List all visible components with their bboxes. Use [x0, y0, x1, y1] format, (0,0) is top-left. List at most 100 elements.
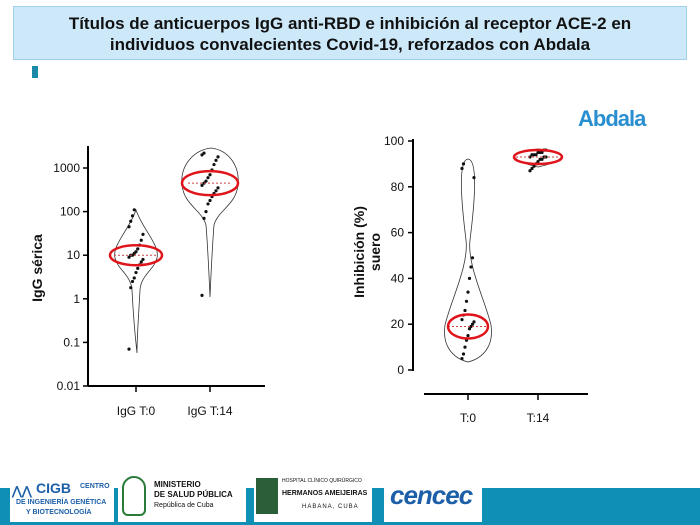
chart2-point [461, 162, 466, 166]
chart1-point [130, 214, 135, 218]
chart1-median-highlight [108, 243, 164, 267]
chart2-point [532, 164, 536, 168]
chart2-point [460, 356, 464, 361]
chart1-y-tick-label: 0.1 [63, 335, 80, 349]
chart1-point [132, 208, 136, 212]
minsap-line-2: DE SALUD PÚBLICA [154, 490, 233, 499]
chart2-point [463, 345, 467, 349]
chart1-point [130, 279, 135, 284]
chart2-point [530, 166, 534, 171]
chart2-point [464, 299, 469, 303]
chart2-y-tick-label: 0 [397, 363, 404, 377]
chart1-median-highlight [180, 169, 240, 197]
hospital-line-1: HOSPITAL CLÍNICO QUIRÚRGICO [282, 478, 362, 484]
hospital-logo: HOSPITAL CLÍNICO QUIRÚRGICO HERMANOS AME… [254, 474, 372, 522]
chart2-point [466, 290, 470, 294]
minsap-line-1: MINISTERIO [154, 480, 201, 489]
chart2-point [470, 256, 475, 260]
chart1-y-tick-label: 1 [73, 292, 80, 306]
chart1-point [127, 225, 131, 229]
title-banner: Títulos de anticuerpos IgG anti-RBD e in… [13, 6, 687, 60]
chart2-y-tick-label: 100 [384, 134, 404, 148]
chart1-y-tick-label: 1000 [53, 161, 80, 175]
abdala-logo: Abdala [578, 106, 646, 132]
chart2: 0 20 40 60 80 100 Inhibición (%) suero T:0 T:14 [351, 134, 564, 425]
minsap-logo: MINISTERIO DE SALUD PÚBLICA República de… [118, 472, 246, 522]
chart1-point [129, 219, 133, 223]
chart1-point [141, 257, 145, 262]
cigb-line-1: CENTRO [80, 483, 110, 490]
chart2-point [469, 265, 473, 269]
chart2-axes [412, 139, 588, 395]
chart2-point [466, 334, 470, 338]
chart2-point [528, 169, 532, 173]
cigb-logo: ⋀⋀ CIGB CENTRO DE INGENIERÍA GENÉTICA Y … [10, 472, 114, 522]
minsap-line-3: República de Cuba [154, 502, 214, 509]
cencec-logo: cencec [384, 474, 482, 522]
chart2-y-axis-title: Inhibición (%) [351, 206, 367, 298]
chart1-point [141, 232, 145, 236]
chart2-y-tick-label: 80 [391, 180, 405, 194]
chart2-y-tick-label: 60 [391, 226, 405, 240]
chart1-point [136, 247, 140, 251]
chart2-x-tick-label: T:14 [527, 411, 550, 425]
chart1-y-axis-title: IgG sérica [29, 234, 45, 302]
abdala-brand-text: Abdala [578, 106, 646, 131]
slide-title: Títulos de anticuerpos IgG anti-RBD e in… [14, 13, 686, 55]
cigb-logo-mark: ⋀⋀ [12, 484, 32, 498]
chart2-point [540, 150, 544, 155]
chart2-point [469, 324, 473, 329]
chart2-point [470, 322, 475, 326]
chart1-point [136, 266, 140, 270]
chart2-point [540, 157, 544, 161]
chart1-point [214, 189, 218, 193]
chart2-point [467, 327, 472, 331]
hospital-line-2: HERMANOS AMEIJEIRAS [282, 490, 368, 497]
chart2-violins [444, 148, 563, 363]
chart1-y-tick-label: 0.01 [57, 379, 81, 393]
chart2-point [472, 320, 476, 324]
minsap-emblem-icon [122, 476, 146, 516]
chart1-y-tick-label: 10 [67, 248, 81, 262]
chart2-point [460, 166, 464, 171]
chart1-point [212, 162, 216, 167]
chart1-point [200, 183, 204, 187]
cigb-line-2: DE INGENIERÍA GENÉTICA [16, 499, 107, 506]
chart1-point [127, 347, 131, 351]
chart1-violins [114, 147, 239, 354]
chart1-point [132, 276, 136, 280]
chart1-point [202, 151, 206, 155]
chart1-point [139, 260, 143, 264]
hospital-line-3: HABANA, CUBA [302, 504, 359, 510]
cigb-name: CIGB [36, 480, 71, 496]
chart2-y-tick-label: 20 [391, 317, 405, 331]
chart1-point [134, 270, 138, 275]
chart1-point [216, 186, 220, 190]
chart1-x-tick-label: IgG T:0 [117, 404, 156, 418]
chart1-point [208, 173, 212, 177]
chart1-point [204, 210, 208, 214]
chart2-x-tick-label: T:0 [460, 411, 476, 425]
cigb-line-3: Y BIOTECNOLOGÍA [26, 509, 92, 516]
slide-title-line1: Títulos de anticuerpos IgG anti-RBD e in… [68, 14, 632, 33]
chart2-point [461, 352, 466, 356]
chart2-point [472, 176, 476, 180]
hospital-emblem-icon [256, 478, 278, 514]
chart1-point [204, 179, 208, 183]
chart1-point [202, 216, 206, 220]
chart2-median-highlight [446, 313, 490, 340]
slide-title-line2: individuos convalecientes Covid-19, refo… [109, 35, 591, 54]
chart1-axes [87, 150, 265, 387]
chart1-point [200, 293, 204, 297]
chart1-point [206, 176, 210, 180]
chart2-y-tick-label: 40 [391, 271, 405, 285]
chart1-y-tick-label: 100 [60, 205, 80, 219]
cencec-text: cencec [390, 480, 473, 510]
chart1: 0.01 0.1 1 10 100 1000 IgG sérica IgG T:0 IgG T:… [29, 151, 240, 418]
chart2-point [534, 153, 538, 157]
chart1-x-tick-label: IgG T:14 [187, 404, 232, 418]
chart2-point [536, 160, 540, 164]
chart2-y-axis-title: suero [367, 233, 383, 271]
